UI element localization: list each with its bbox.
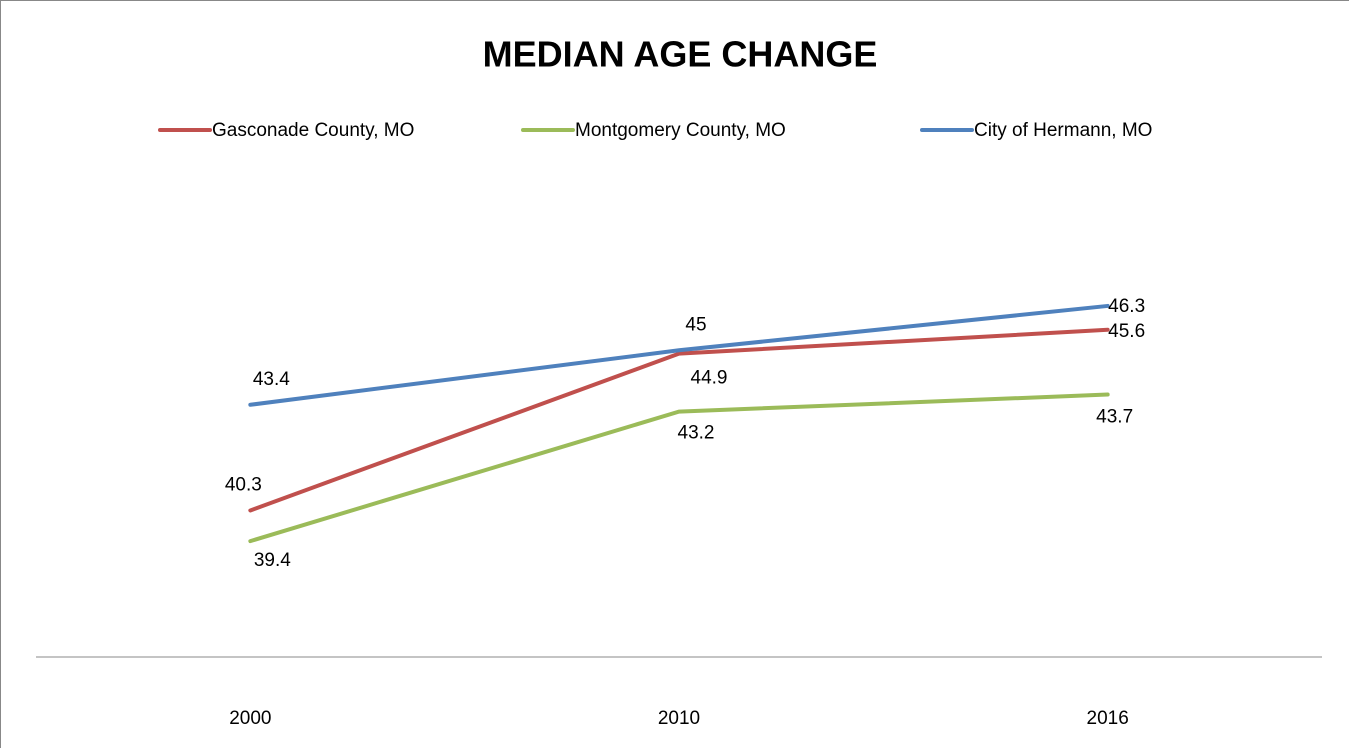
data-label: 45 [685,314,706,335]
x-tick-label: 2016 [1087,708,1129,729]
chart-title: MEDIAN AGE CHANGE [483,34,878,75]
data-label: 46.3 [1108,296,1145,317]
data-label: 44.9 [691,368,728,389]
legend-label: Montgomery County, MO [575,120,786,141]
x-tick-label: 2010 [658,708,700,729]
series-line [248,303,1110,407]
series-line [248,327,1110,513]
data-label: 43.4 [253,369,290,390]
x-tick-label: 2000 [229,708,271,729]
series-line [248,392,1110,544]
legend-label: Gasconade County, MO [212,120,414,141]
data-label: 45.6 [1108,321,1145,342]
legend-label: City of Hermann, MO [974,120,1152,141]
data-label: 43.2 [678,423,715,444]
data-label: 40.3 [225,474,262,495]
data-label: 39.4 [254,550,291,571]
data-label: 43.7 [1096,407,1133,428]
